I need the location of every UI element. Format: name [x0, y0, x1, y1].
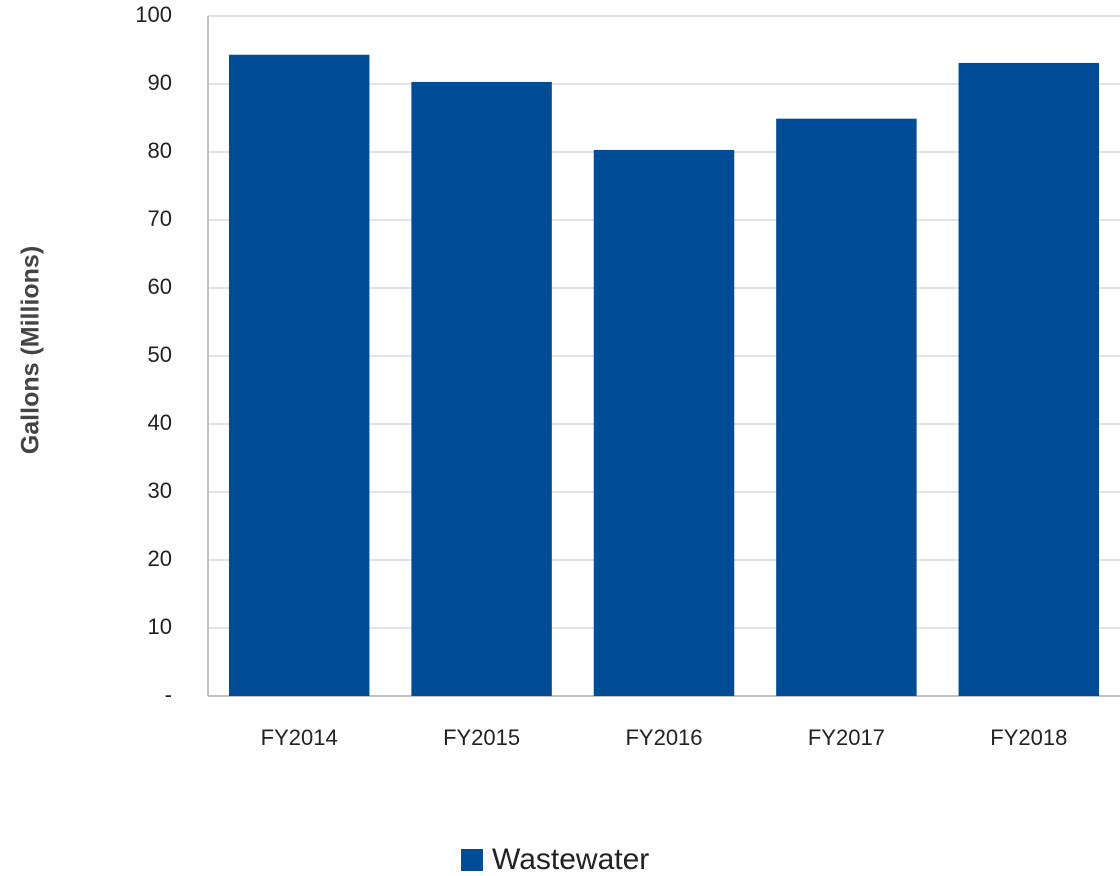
bar [776, 118, 917, 697]
x-tick-label: FY2017 [808, 725, 885, 750]
x-tick-label: FY2014 [261, 725, 338, 750]
x-tick-label: FY2015 [443, 725, 520, 750]
y-tick-label: 70 [148, 206, 172, 231]
x-tick-label: FY2018 [990, 725, 1067, 750]
legend-label: Wastewater [492, 843, 649, 876]
y-tick-label: 30 [148, 478, 172, 503]
y-tick-label: 20 [148, 546, 172, 571]
y-axis-label: Gallons (Millions) [17, 246, 45, 454]
y-tick-label: 50 [148, 342, 172, 367]
bar [958, 62, 1100, 697]
legend-swatch [461, 849, 483, 871]
bar [411, 81, 552, 696]
y-tick-label: 60 [148, 274, 172, 299]
x-tick-label: FY2016 [625, 725, 702, 750]
bar [593, 149, 735, 696]
y-tick-label: 80 [148, 138, 172, 163]
y-tick-label: 100 [135, 2, 172, 27]
y-tick-label: 40 [148, 410, 172, 435]
y-tick-label: 90 [148, 70, 172, 95]
bar [228, 54, 370, 696]
y-tick-label: - [165, 682, 172, 707]
y-tick-label: 10 [148, 614, 172, 639]
